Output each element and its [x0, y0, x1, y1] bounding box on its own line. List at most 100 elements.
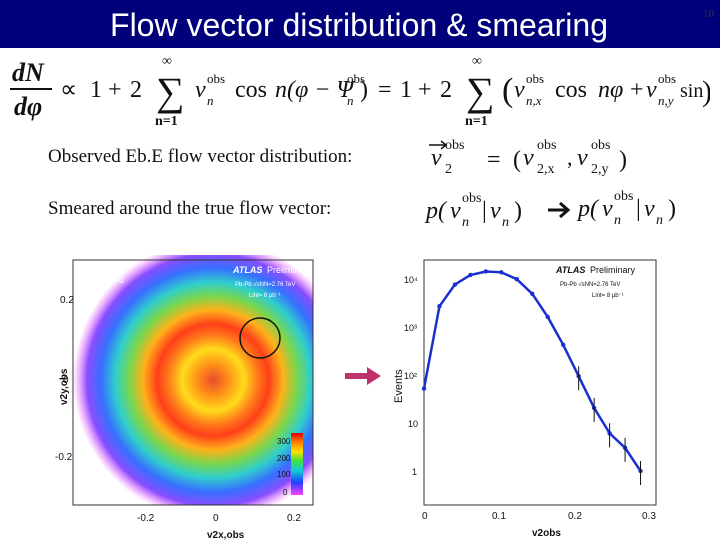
eq-plus-a: + — [108, 77, 122, 103]
events-series — [421, 269, 643, 485]
transition-arrow-icon — [345, 367, 381, 385]
svg-text:v: v — [523, 145, 534, 171]
eq-obs-b: obs — [347, 71, 365, 86]
centrality-label: 20-25% — [79, 271, 124, 286]
x-tick-0-right: 0 — [422, 511, 428, 522]
y-tick-0: 0 — [63, 375, 69, 386]
x-axis-label-right: v2obs — [532, 528, 561, 539]
svg-text:v: v — [602, 196, 613, 222]
colorbar-tick-300: 300 — [277, 437, 291, 446]
lumi-label-right: Lint= 8 μb⁻¹ — [592, 293, 624, 299]
svg-text:): ) — [514, 198, 522, 224]
events-point — [545, 314, 550, 320]
svg-text:p(: p( — [576, 196, 600, 222]
implies-arrow-icon — [548, 201, 571, 219]
eq-cos-a: cos — [235, 77, 267, 103]
svg-text:2,x: 2,x — [537, 162, 555, 177]
svg-text:(: ( — [513, 147, 521, 173]
svg-text:): ) — [702, 75, 710, 108]
events-frame — [423, 259, 657, 506]
eq-v-c: v — [646, 77, 657, 103]
svg-text:): ) — [360, 77, 368, 103]
svg-text:v: v — [644, 196, 655, 222]
y-tick-1e4: 10⁴ — [404, 275, 418, 285]
y-tick-1e2: 10² — [404, 371, 417, 381]
events-plot: ATLAS Preliminary Pb-Pb √sNN=2.76 TeV Li… — [393, 259, 657, 539]
svg-text:): ) — [619, 147, 627, 173]
eq-v-b: v — [514, 77, 525, 103]
eq-prop: ∝ — [60, 77, 77, 103]
main-equation: dN dφ ∝ 1 + 2 ∑ ∞ n=1 v obs n cos n(φ − … — [10, 55, 710, 129]
svg-text:n: n — [614, 213, 621, 228]
events-point — [468, 272, 473, 278]
eq-nx: n,x — [526, 93, 542, 108]
observed-text: Observed Eb.E flow vector distribution: — [48, 146, 353, 167]
svg-text:|: | — [482, 198, 487, 224]
colorbar-tick-100: 100 — [277, 470, 291, 479]
preliminary-label: Preliminary — [267, 265, 313, 275]
svg-text:v: v — [450, 198, 461, 224]
eq-equals: = — [378, 77, 392, 103]
observed-equation: v obs 2 = ( v obs 2,x , v obs 2,y ) — [429, 138, 627, 177]
smearing-circle — [239, 317, 281, 359]
y-tick-1: 1 — [412, 467, 417, 477]
eq-n1-b: n=1 — [465, 114, 488, 129]
heatmap-plot: 20-25% ATLAS Preliminary Pb-Pb √sNN=2.76… — [55, 255, 315, 540]
svg-text:(: ( — [502, 72, 513, 109]
eq-dphi: dφ — [14, 92, 42, 121]
smearing-equation: p( v obs n | v n ) p( v obs n | v n ) — [424, 189, 676, 228]
slide-title: Flow vector distribution & smearing — [110, 7, 608, 43]
energy-label-right: Pb-Pb √sNN=2.76 TeV — [560, 281, 620, 288]
svg-text:obs: obs — [537, 138, 556, 153]
y-axis-label-right: Events — [393, 369, 405, 403]
events-point — [483, 269, 489, 274]
events-point — [452, 282, 458, 287]
svg-text:n: n — [656, 213, 663, 228]
x-tick-02: 0.2 — [287, 513, 301, 524]
eq-n-b: n — [347, 93, 354, 108]
svg-text:v: v — [431, 145, 442, 171]
eq-sum-b: ∑ — [466, 69, 495, 114]
events-point — [530, 291, 535, 297]
eq-n-a: n — [207, 93, 214, 108]
energy-label: Pb-Pb √sNN=2.76 TeV — [235, 281, 295, 288]
eq-obs-a: obs — [207, 71, 225, 86]
eq-sum-a: ∑ — [156, 69, 185, 114]
x-tick-01-right: 0.1 — [492, 511, 506, 522]
lumi-label: Lint= 8 μb⁻¹ — [249, 293, 281, 299]
svg-text:2: 2 — [445, 162, 452, 177]
eq-ny: n,y — [658, 93, 674, 108]
svg-text:+: + — [630, 77, 644, 103]
y-axis-label: v2y,obs — [59, 368, 70, 405]
x-tick-m02: -0.2 — [137, 513, 155, 524]
x-tick-0: 0 — [213, 513, 219, 524]
events-point — [514, 277, 519, 282]
y-tick-m02: -0.2 — [55, 452, 73, 463]
eq-obs-d: obs — [658, 71, 676, 86]
eq-n1-a: n=1 — [155, 114, 178, 129]
svg-text:n: n — [502, 215, 509, 228]
eq-nphi-b: nφ — [598, 77, 623, 103]
svg-text:obs: obs — [462, 191, 481, 206]
colorbar-tick-200: 200 — [277, 454, 291, 463]
svg-text:2,y: 2,y — [591, 162, 609, 177]
heatmap-distribution — [73, 255, 315, 520]
y-tick-02: 0.2 — [60, 295, 74, 306]
svg-text:=: = — [487, 147, 501, 173]
eq-inf-b: ∞ — [472, 55, 482, 69]
events-point — [561, 342, 566, 348]
svg-text:v: v — [577, 145, 588, 171]
eq-dN: dN — [12, 58, 45, 87]
svg-text:v: v — [490, 198, 501, 224]
svg-text:obs: obs — [445, 138, 464, 153]
preliminary-label-right: Preliminary — [590, 265, 636, 275]
events-point — [421, 386, 427, 391]
atlas-label-right: ATLAS — [555, 265, 585, 275]
smeared-text: Smeared around the true flow vector: — [48, 198, 332, 219]
slide-number: 10 — [703, 8, 714, 20]
svg-text:obs: obs — [591, 138, 610, 153]
svg-text:n: n — [462, 215, 469, 228]
eq-obs-c: obs — [526, 71, 544, 86]
events-point — [499, 270, 504, 275]
eq-inf-a: ∞ — [162, 55, 172, 69]
